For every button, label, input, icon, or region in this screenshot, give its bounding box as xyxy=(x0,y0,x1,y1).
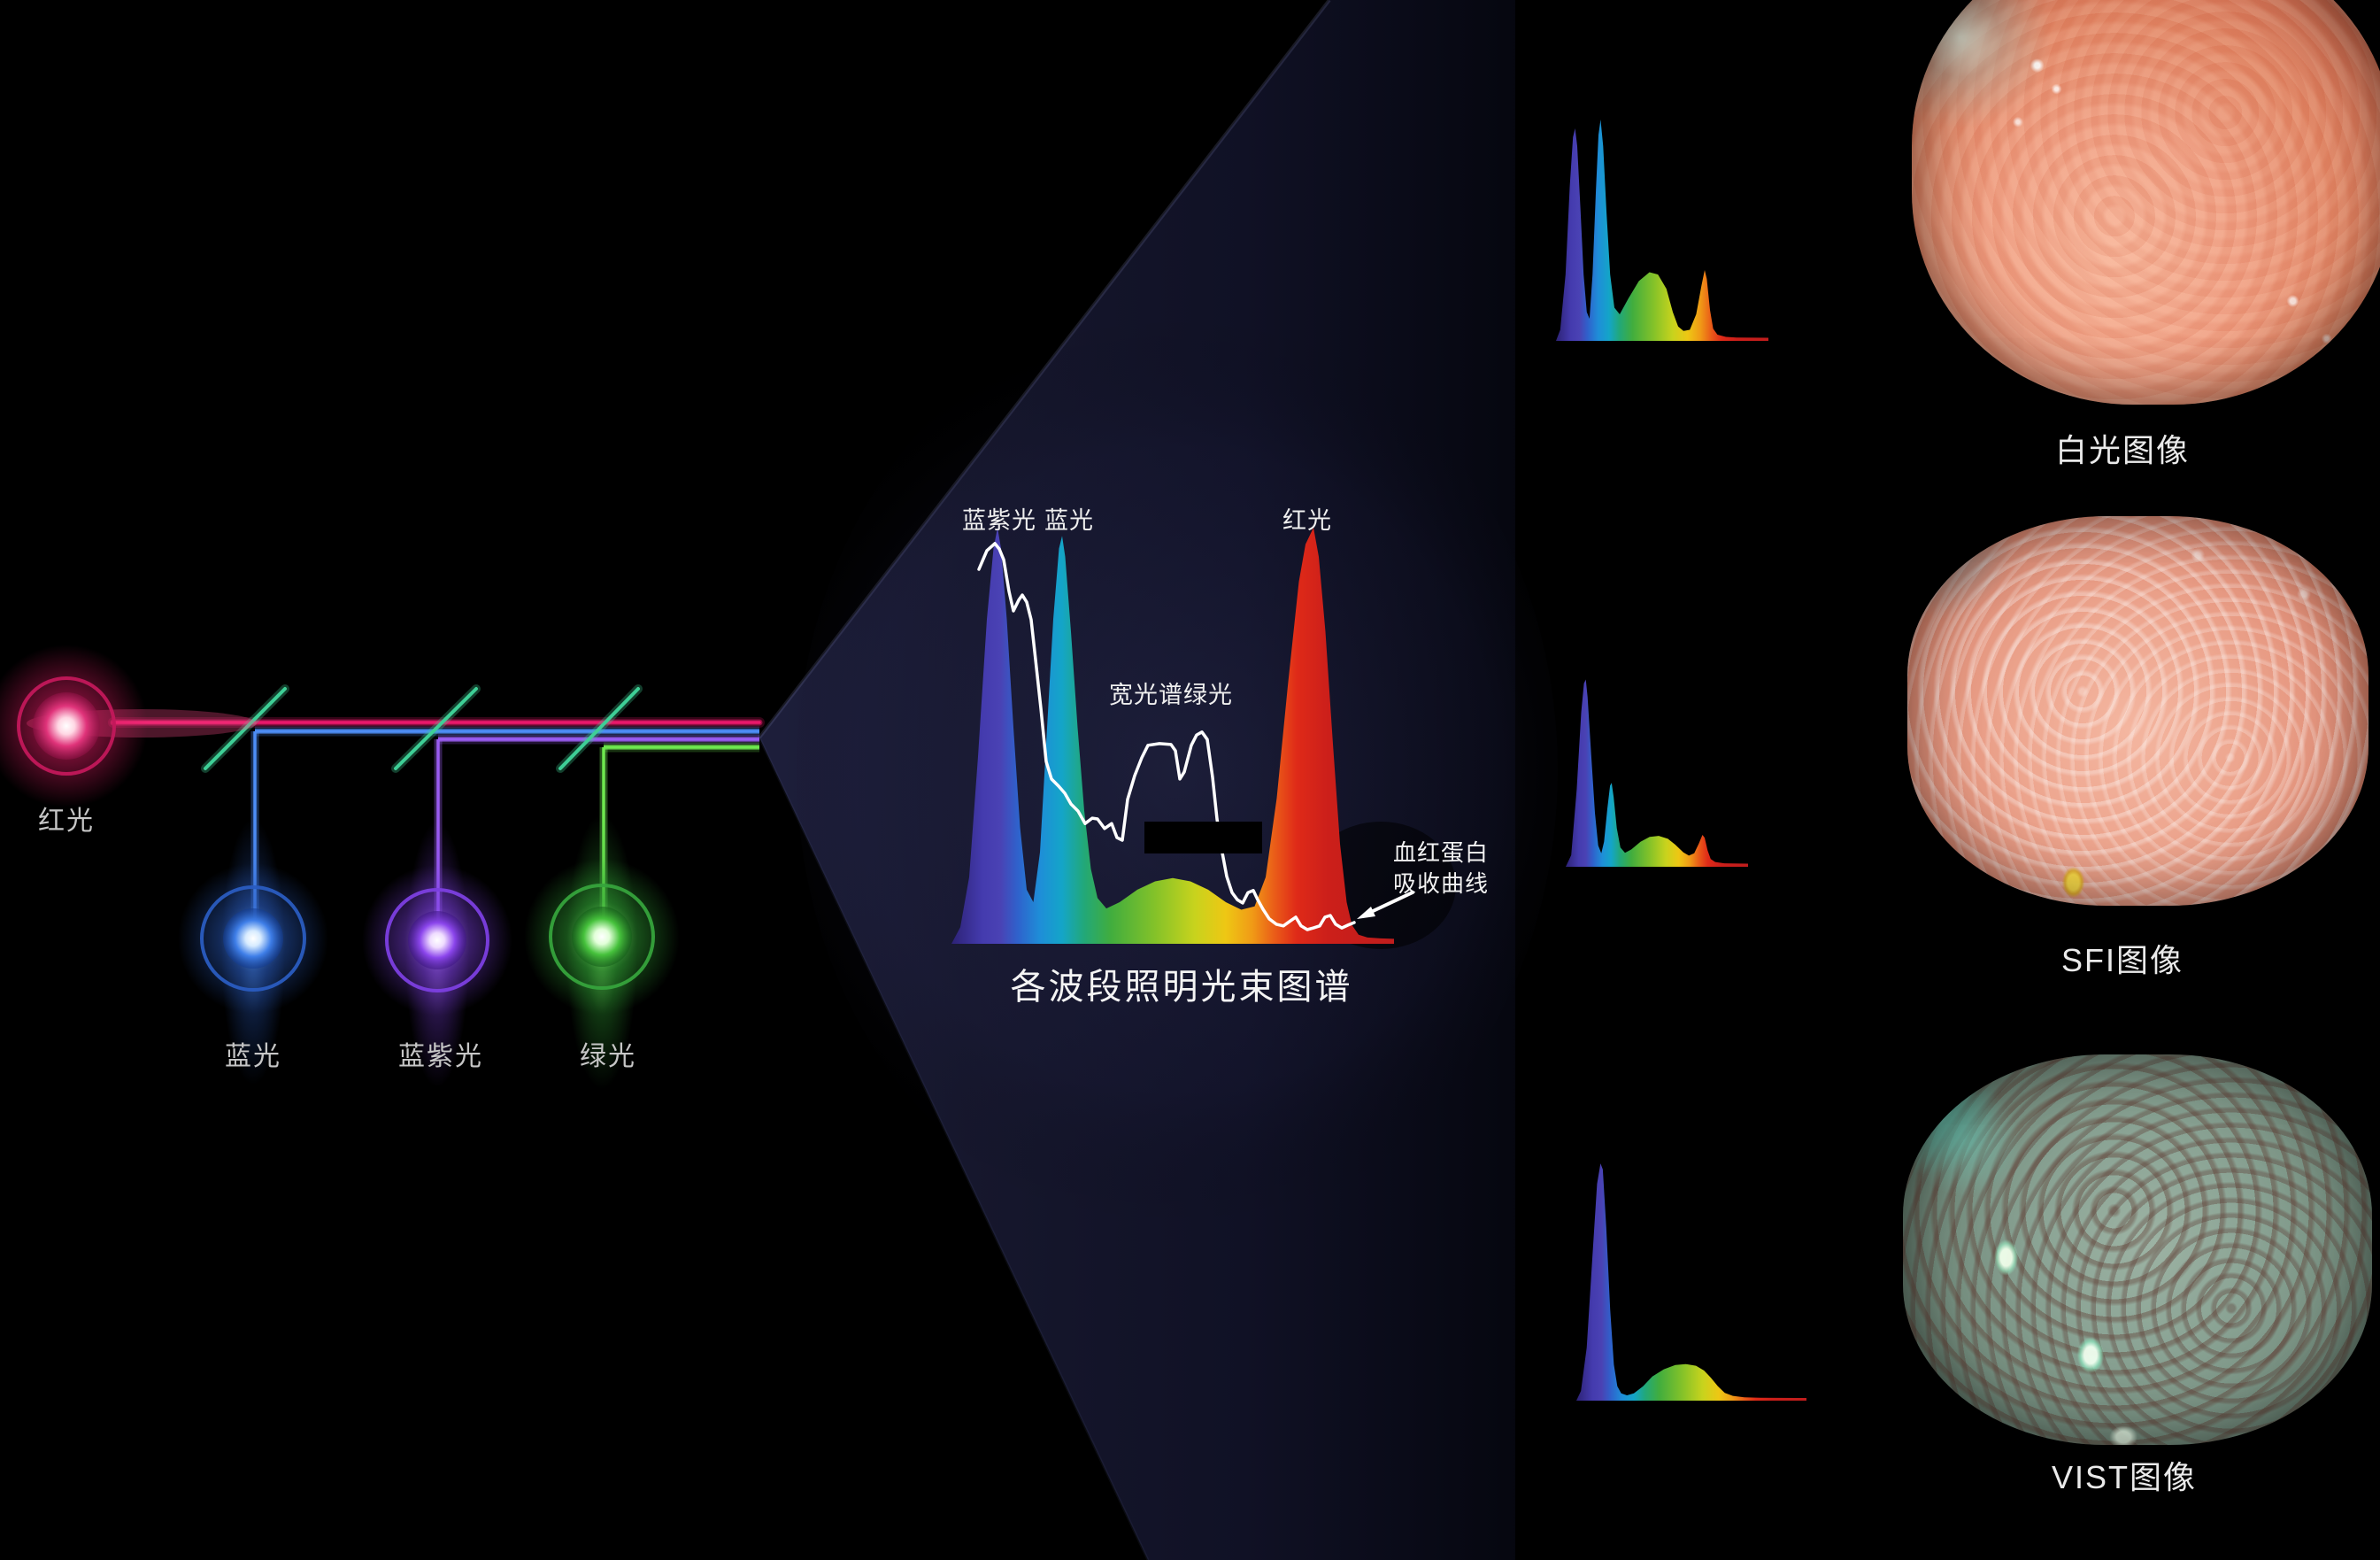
spectrum-envelope-vist-mode xyxy=(1576,1163,1806,1401)
main-chart-title: 各波段照明光束图谱 xyxy=(1010,968,1353,1007)
chart-label-blue: 蓝光 xyxy=(1044,507,1094,534)
hemoglobin-label-line2: 吸收曲线 xyxy=(1393,870,1490,898)
watermark-redaction-box xyxy=(1144,822,1262,853)
chart-label-red: 红光 xyxy=(1282,507,1332,534)
caption-white-light-image: 白光图像 xyxy=(2054,432,2190,468)
endoscopy-image-vist xyxy=(1903,1054,2372,1445)
hemoglobin-label-line1: 血红蛋白 xyxy=(1393,839,1490,866)
spectrum-envelope-main xyxy=(951,528,1394,944)
chart-label-broadband-green: 宽光谱绿光 xyxy=(1109,682,1233,708)
green-light-source xyxy=(524,815,680,1089)
blue-light-source xyxy=(178,819,328,1085)
light-beam-blue xyxy=(250,726,759,931)
chart-label-violet: 蓝紫光 xyxy=(962,507,1036,534)
blue-light-label: 蓝光 xyxy=(225,1042,281,1071)
spectrum-envelope-white-mode xyxy=(1556,120,1768,341)
spectrum-vist-mode xyxy=(1576,1163,1806,1401)
spectrum-envelope-sfi-mode xyxy=(1566,679,1748,867)
red-light-label: 红光 xyxy=(38,807,95,836)
endoscopy-image-sfi xyxy=(1907,516,2368,906)
violet-light-source xyxy=(362,822,512,1087)
beam-splitter-mirror-1 xyxy=(201,684,289,773)
caption-vist-image: VIST图像 xyxy=(2051,1459,2198,1495)
violet-light-label: 蓝紫光 xyxy=(398,1042,483,1071)
caption-sfi-image: SFI图像 xyxy=(2060,942,2184,978)
beam-splitter-mirror-2 xyxy=(391,684,481,773)
hemoglobin-absorption-curve xyxy=(977,542,1356,931)
main-spectrum-chart xyxy=(951,528,1414,944)
beam-splitter-mirror-3 xyxy=(556,684,643,773)
green-light-label: 绿光 xyxy=(580,1042,636,1071)
spectrum-white-light-mode xyxy=(1556,120,1768,341)
endoscopy-image-white-light xyxy=(1912,0,2380,405)
hemoglobin-pointer-arrow xyxy=(1357,891,1414,919)
spectrum-sfi-mode xyxy=(1566,679,1748,867)
hemoglobin-curve-label: 血红蛋白 吸收曲线 xyxy=(1393,838,1489,900)
red-light-source xyxy=(0,645,257,807)
